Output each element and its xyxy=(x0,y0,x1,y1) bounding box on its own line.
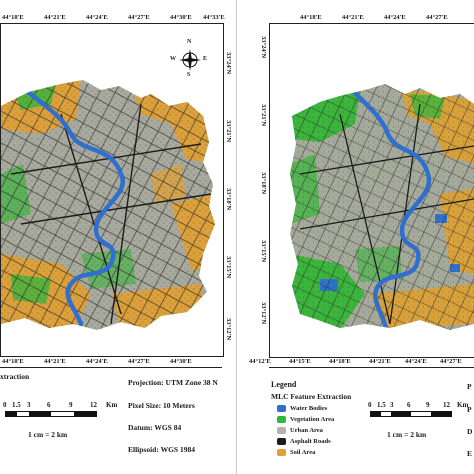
legend-item-label: Urban Area xyxy=(290,427,323,434)
soil-swatch-icon xyxy=(277,449,286,456)
left-lat-tick: 33°24'N xyxy=(225,52,232,75)
left-lat-tick: 33°18'N xyxy=(225,188,232,211)
right-bottom-tick: 44°24'E xyxy=(405,358,427,365)
east-letter: E xyxy=(203,56,208,62)
right-bottom-tick: 44°27'E xyxy=(440,358,462,365)
left-lat-tick: 33°21'N xyxy=(225,120,232,143)
left-top-tick: 44°30'E xyxy=(170,14,192,21)
right-top-tick: 44°27'E xyxy=(426,14,448,21)
right-bottom-tick: 44°12'E xyxy=(249,358,271,365)
left-classified-map xyxy=(1,80,215,330)
cut-text: E xyxy=(467,449,473,458)
ellipsoid-text: Ellipsoid: WGS 1984 xyxy=(128,445,195,454)
left-top-tick: 44°18'E xyxy=(2,14,24,21)
legend-item-soil: Soil Area xyxy=(277,449,334,456)
legend-title-fragment: xtraction xyxy=(0,372,30,381)
left-bottom-tick: 44°27'E xyxy=(128,358,150,365)
right-classified-map xyxy=(290,84,474,330)
left-info-box: xtraction Projection: UTM Zone 38 N Pixe… xyxy=(0,367,222,473)
right-map-panel: 44°18'E 44°21'E 44°24'E 44°27'E 33°24'N … xyxy=(237,0,474,474)
cut-text: P xyxy=(467,405,472,414)
left-map-panel: 44°18'E 44°21'E 44°24'E 44°27'E 44°30'E … xyxy=(0,0,236,474)
left-map-frame xyxy=(0,23,224,357)
left-top-tick: 44°27'E xyxy=(128,14,150,21)
scale-tick: 6 xyxy=(47,401,51,409)
right-top-tick: 44°21'E xyxy=(342,14,364,21)
scale-tick: 0 xyxy=(368,401,372,409)
left-top-tick: 44°21'E xyxy=(44,14,66,21)
left-bottom-tick: 44°18'E xyxy=(2,358,24,365)
legend-list: Water Bodies Vegetation Area Urban Area … xyxy=(277,405,334,456)
right-legend-box: Legend MLC Feature Extraction Water Bodi… xyxy=(269,367,474,473)
cut-text: P xyxy=(467,382,472,391)
right-bottom-tick: 44°21'E xyxy=(369,358,391,365)
scale-unit: Km xyxy=(457,401,469,409)
left-bottom-tick: 44°30'E xyxy=(170,358,192,365)
right-bottom-tick: 44°18'E xyxy=(329,358,351,365)
water-swatch-icon xyxy=(277,405,286,412)
projection-text: Projection: UTM Zone 38 N xyxy=(128,378,218,387)
scale-unit: Km xyxy=(106,401,118,409)
left-bottom-tick: 44°24'E xyxy=(86,358,108,365)
legend-subtitle: MLC Feature Extraction xyxy=(271,392,352,401)
north-letter: N xyxy=(187,39,192,45)
datum-text: Datum: WGS 84 xyxy=(128,423,182,432)
left-bottom-tick: 44°21'E xyxy=(44,358,66,365)
scale-tick: 9 xyxy=(69,401,73,409)
scale-tick: 0 xyxy=(3,401,7,409)
right-lat-tick: 33°12'N xyxy=(260,302,267,325)
right-lat-tick: 33°18'N xyxy=(260,172,267,195)
scale-tick: 12 xyxy=(443,401,450,409)
pixel-size-text: Pixel Size: 10 Meters xyxy=(128,401,195,410)
scale-tick: 1.5 xyxy=(12,401,21,409)
panel-divider xyxy=(236,0,237,474)
left-lat-tick: 33°12'N xyxy=(225,318,232,341)
legend-item-label: Water Bodies xyxy=(290,405,328,412)
urban-swatch-icon xyxy=(277,427,286,434)
scale-ratio-text: 1 cm = 2 km xyxy=(28,430,68,439)
right-lat-tick: 33°15'N xyxy=(260,240,267,263)
scale-tick: 3 xyxy=(390,401,394,409)
left-lat-tick: 33°15'N xyxy=(225,256,232,279)
right-map-frame xyxy=(269,23,474,358)
scale-ratio-text: 1 cm = 2 km xyxy=(387,430,427,439)
scale-tick: 12 xyxy=(90,401,97,409)
vegetation-swatch-icon xyxy=(277,416,286,423)
north-arrow-icon: N E S W xyxy=(170,39,208,78)
left-top-tick: 44°24'E xyxy=(86,14,108,21)
cut-text: D xyxy=(467,427,473,436)
right-lat-tick: 33°24'N xyxy=(260,36,267,59)
scale-tick: 9 xyxy=(426,401,430,409)
legend-item-label: Soil Area xyxy=(290,449,316,456)
legend-item-urban: Urban Area xyxy=(277,427,334,434)
legend-item-vegetation: Vegetation Area xyxy=(277,416,334,423)
right-top-tick: 44°24'E xyxy=(384,14,406,21)
right-bottom-tick: 44°15'E xyxy=(289,358,311,365)
legend-item-label: Asphalt Roads xyxy=(290,438,331,445)
legend-item-water: Water Bodies xyxy=(277,405,334,412)
legend-title: Legend xyxy=(271,380,297,389)
scale-tick: 3 xyxy=(27,401,31,409)
roads-swatch-icon xyxy=(277,438,286,445)
legend-item-label: Vegetation Area xyxy=(290,416,335,423)
right-top-tick: 44°18'E xyxy=(300,14,322,21)
south-letter: S xyxy=(187,72,191,78)
left-top-tick: 44°33'E xyxy=(203,14,225,21)
right-lat-tick: 33°21'N xyxy=(260,104,267,127)
scale-tick: 1.5 xyxy=(377,401,386,409)
legend-item-roads: Asphalt Roads xyxy=(277,438,334,445)
west-letter: W xyxy=(170,56,176,62)
scale-tick: 6 xyxy=(407,401,411,409)
